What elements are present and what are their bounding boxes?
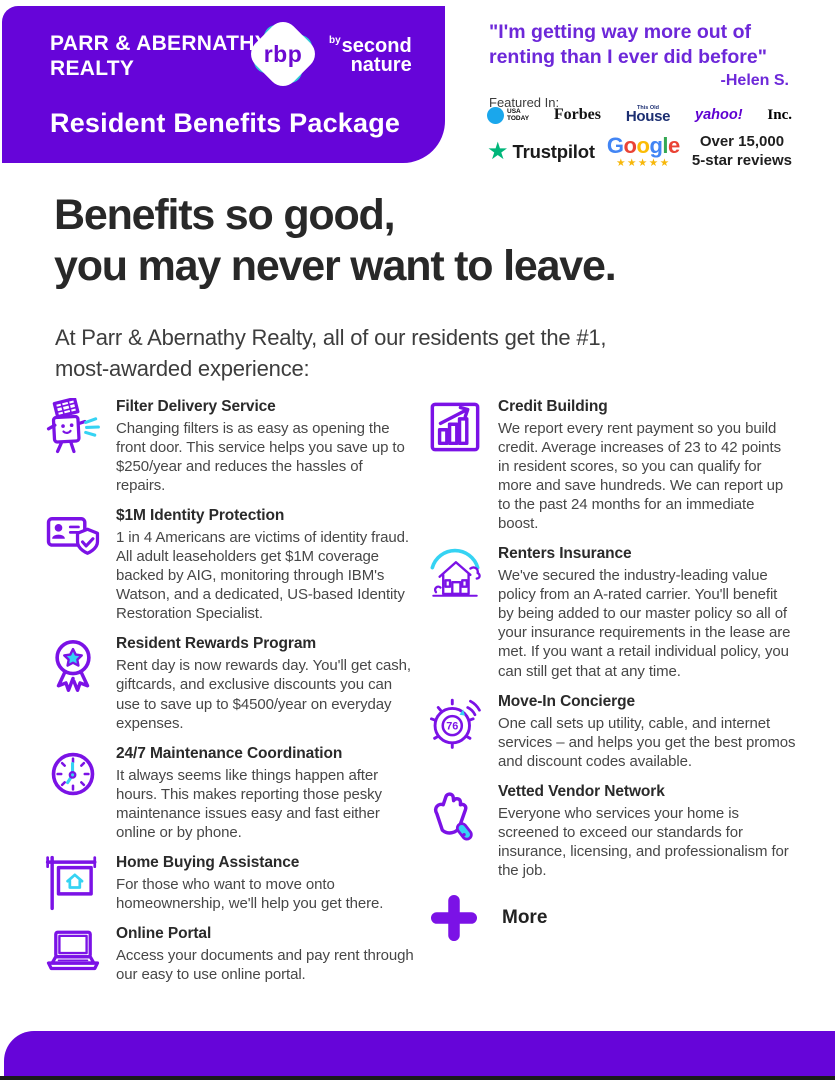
review-count-summary: Over 15,000 5-star reviews: [691, 133, 792, 169]
page-bottom-edge: [0, 1076, 835, 1080]
reviews-row: ★ Trustpilot Google ★★★★★ Over 15,000 5-…: [487, 133, 792, 171]
benefit-description: It always seems like things happen after…: [116, 766, 382, 841]
svg-text:76: 76: [446, 720, 458, 732]
benefit-item: $1M Identity Protection 1 in 4 Americans…: [44, 507, 414, 623]
main-headline: Benefits so good, you may never want to …: [54, 190, 617, 291]
featured-in-label: Featured In:: [489, 95, 560, 110]
second-nature-logo: bysecond nature: [329, 35, 412, 76]
benefit-item: Filter Delivery Service Changing filters…: [44, 398, 414, 495]
benefit-description: One call sets up utility, cable, and int…: [498, 714, 796, 770]
benefit-description: We report every rent payment so you buil…: [498, 420, 784, 533]
benefit-title: Online Portal: [116, 924, 212, 942]
benefit-item: Renters Insurance We've secured the indu…: [426, 545, 796, 680]
benefit-description: Everyone who services your home is scree…: [498, 804, 789, 879]
rbp-logo-text: rbp: [263, 40, 303, 67]
google-reviews-logo: Google ★★★★★: [607, 135, 680, 169]
identity-protection-icon: [44, 507, 102, 565]
featured-logo-row: USA TODAY Forbes This Old House yahoo! I…: [487, 105, 792, 125]
inc-logo: Inc.: [767, 106, 792, 123]
benefit-description: Rent day is now rewards day. You'll get …: [116, 657, 411, 732]
logo-brand-line2: nature: [350, 54, 412, 76]
benefit-item: Online Portal Access your documents and …: [44, 925, 414, 984]
benefit-item: Home Buying Assistance For those who wan…: [44, 854, 414, 913]
trustpilot-logo: ★ Trustpilot: [487, 137, 595, 165]
benefit-item: Credit Building We report every rent pay…: [426, 398, 796, 533]
benefit-description: We've secured the industry-leading value…: [498, 567, 791, 680]
testimonial-quote: "I'm getting way more out of renting tha…: [489, 20, 809, 71]
trustpilot-star-icon: ★: [487, 137, 509, 165]
benefit-title: Move-In Concierge: [498, 692, 635, 710]
benefit-item: Vetted Vendor Network Everyone who servi…: [426, 783, 796, 880]
credit-chart-icon: [426, 398, 484, 456]
header-banner: PARR & ABERNATHY REALTY rbp bysecond nat…: [2, 6, 445, 163]
rewards-ribbon-icon: [44, 635, 102, 693]
benefit-description: Access your documents and pay rent throu…: [116, 946, 414, 983]
google-wordmark: Google: [606, 133, 680, 158]
usa-today-text: USA TODAY: [507, 107, 530, 122]
benefit-title: Filter Delivery Service: [116, 398, 276, 415]
benefit-description: 1 in 4 Americans are victims of identity…: [116, 529, 409, 623]
quote-line1: "I'm getting way more out of: [489, 21, 751, 43]
maintenance-clock-icon: [44, 745, 102, 803]
company-name-line1: PARR & ABERNATHY: [50, 32, 270, 55]
benefit-title: Home Buying Assistance: [116, 853, 300, 871]
benefit-title: 24/7 Maintenance Coordination: [116, 744, 343, 762]
benefit-item: 76 Move-In Concierge One call sets up ut…: [426, 693, 796, 771]
testimonial-attribution: -Helen S.: [720, 72, 789, 89]
thumbs-up-icon: [426, 783, 484, 841]
company-name: PARR & ABERNATHY REALTY: [50, 32, 269, 82]
usa-today-logo: USA TODAY: [487, 106, 530, 124]
plus-icon: [430, 894, 478, 942]
benefit-title: Resident Rewards Program: [116, 635, 317, 653]
more-item: More: [426, 894, 796, 942]
benefit-description: For those who want to move onto homeowne…: [116, 875, 384, 912]
intro-text: At Parr & Abernathy Realty, all of our r…: [55, 325, 607, 382]
footer-bar: [4, 1031, 835, 1076]
this-old-house-logo: This Old House: [625, 105, 671, 125]
more-label: More: [502, 906, 548, 928]
benefit-title: Credit Building: [498, 398, 608, 415]
home-sign-icon: [44, 854, 102, 912]
benefits-column-left: Filter Delivery Service Changing filters…: [44, 398, 414, 996]
benefit-title: Renters Insurance: [498, 545, 632, 563]
insured-house-icon: [426, 545, 484, 603]
package-title: Resident Benefits Package: [50, 108, 401, 138]
usa-today-circle-icon: [487, 106, 504, 124]
benefit-item: 24/7 Maintenance Coordination It always …: [44, 745, 414, 842]
benefit-title: Vetted Vendor Network: [498, 782, 665, 800]
concierge-dial-icon: 76: [426, 693, 484, 751]
benefit-description: Changing filters is as easy as opening t…: [116, 420, 405, 495]
headline-line1: Benefits so good,: [54, 191, 396, 239]
benefit-title: $1M Identity Protection: [116, 507, 285, 525]
logo-brand-line1: second: [341, 35, 412, 57]
logo-by-label: by: [329, 35, 341, 46]
benefits-column-right: Credit Building We report every rent pay…: [426, 398, 796, 942]
filter-delivery-icon: [44, 398, 102, 456]
company-name-line2: REALTY: [50, 56, 135, 80]
quote-line2: renting than I ever did before": [489, 46, 767, 69]
benefit-item: Resident Rewards Program Rent day is now…: [44, 635, 414, 732]
yahoo-logo: yahoo!: [695, 107, 743, 123]
google-stars-icon: ★★★★★: [616, 157, 671, 169]
headline-line2: you may never want to leave.: [54, 241, 617, 290]
rbp-logo: rbp: [244, 15, 322, 93]
forbes-logo: Forbes: [553, 106, 601, 123]
laptop-icon: [44, 925, 102, 983]
